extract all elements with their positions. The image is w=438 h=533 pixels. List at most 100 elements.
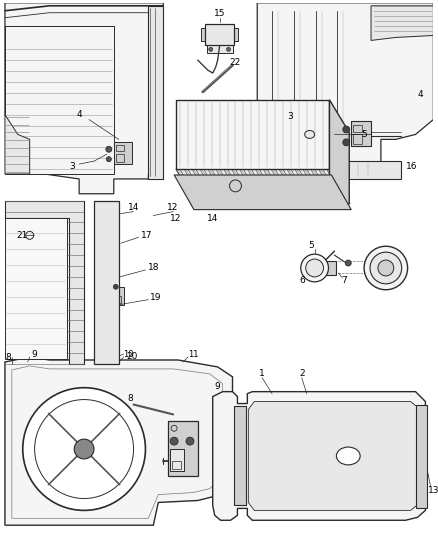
Polygon shape (192, 169, 215, 204)
Bar (353, 134, 362, 144)
Text: 22: 22 (230, 58, 241, 67)
Bar (207, 45, 233, 53)
Polygon shape (174, 175, 351, 209)
Polygon shape (5, 357, 233, 525)
Bar (317, 261, 336, 275)
Circle shape (343, 126, 350, 133)
Circle shape (170, 437, 178, 445)
Polygon shape (326, 169, 350, 204)
Polygon shape (208, 169, 232, 204)
Polygon shape (248, 401, 420, 511)
Circle shape (345, 260, 351, 266)
Bar (234, 28, 238, 42)
Polygon shape (311, 169, 334, 204)
Polygon shape (5, 217, 67, 359)
Text: 1: 1 (259, 369, 265, 378)
Polygon shape (263, 169, 287, 204)
Text: 3: 3 (287, 112, 293, 121)
Polygon shape (257, 3, 433, 179)
Text: 5: 5 (309, 241, 314, 250)
Text: 9: 9 (215, 382, 221, 391)
Bar (94, 201, 119, 364)
Text: 4: 4 (418, 91, 423, 99)
Text: 19: 19 (150, 293, 161, 302)
Text: 6: 6 (299, 276, 305, 285)
Polygon shape (318, 169, 343, 204)
Polygon shape (5, 201, 84, 364)
Circle shape (378, 260, 394, 276)
Bar (172, 461, 181, 469)
Circle shape (106, 146, 112, 152)
Circle shape (306, 259, 324, 277)
Text: 14: 14 (128, 203, 139, 212)
Text: 14: 14 (207, 214, 219, 223)
Text: 12: 12 (170, 214, 182, 223)
Ellipse shape (336, 447, 360, 465)
Polygon shape (5, 3, 163, 194)
Circle shape (23, 387, 145, 511)
Text: 12: 12 (167, 203, 179, 212)
Polygon shape (295, 169, 318, 204)
Text: 3: 3 (69, 161, 75, 171)
Polygon shape (184, 169, 208, 204)
Bar (416, 405, 427, 508)
Text: 2: 2 (299, 369, 304, 378)
Polygon shape (287, 169, 311, 204)
Text: 21: 21 (16, 231, 28, 240)
Text: 17: 17 (141, 231, 152, 240)
Circle shape (343, 139, 350, 146)
Text: 8: 8 (128, 394, 134, 403)
Bar (205, 23, 234, 45)
Bar (116, 146, 124, 151)
Polygon shape (232, 169, 255, 204)
Polygon shape (176, 169, 349, 204)
Ellipse shape (305, 131, 314, 139)
Polygon shape (271, 169, 295, 204)
Text: 13: 13 (427, 486, 438, 495)
Text: 18: 18 (148, 263, 159, 272)
Circle shape (186, 437, 194, 445)
Polygon shape (371, 6, 433, 41)
Bar (170, 449, 184, 471)
Text: 9: 9 (32, 350, 38, 359)
Polygon shape (5, 115, 30, 174)
Circle shape (209, 47, 213, 51)
Text: 16: 16 (406, 161, 417, 171)
Polygon shape (303, 169, 326, 204)
Bar (234, 407, 246, 505)
Bar (5, 26, 114, 174)
Circle shape (74, 439, 94, 459)
Polygon shape (240, 169, 263, 204)
Bar (116, 154, 124, 162)
Circle shape (370, 252, 402, 284)
Polygon shape (176, 169, 200, 204)
Bar (351, 120, 371, 146)
Polygon shape (200, 169, 223, 204)
Polygon shape (213, 392, 425, 520)
Text: 8: 8 (5, 352, 11, 361)
Bar (116, 296, 121, 303)
Circle shape (301, 254, 328, 282)
Bar (257, 161, 401, 179)
Circle shape (106, 157, 111, 161)
Text: 4: 4 (76, 110, 82, 119)
Polygon shape (255, 169, 279, 204)
Text: 11: 11 (187, 350, 198, 359)
Polygon shape (223, 169, 247, 204)
Bar (114, 287, 124, 304)
Circle shape (113, 284, 118, 289)
Bar (318, 262, 326, 266)
Circle shape (103, 311, 109, 318)
Bar (148, 6, 163, 179)
Polygon shape (215, 169, 240, 204)
Bar (353, 125, 362, 132)
Bar (114, 142, 131, 164)
Polygon shape (247, 169, 271, 204)
Polygon shape (279, 169, 303, 204)
Text: 7: 7 (342, 276, 347, 285)
Bar (318, 268, 326, 273)
Circle shape (364, 246, 408, 290)
Bar (201, 28, 205, 42)
Polygon shape (176, 100, 329, 169)
Text: 5: 5 (361, 130, 367, 139)
